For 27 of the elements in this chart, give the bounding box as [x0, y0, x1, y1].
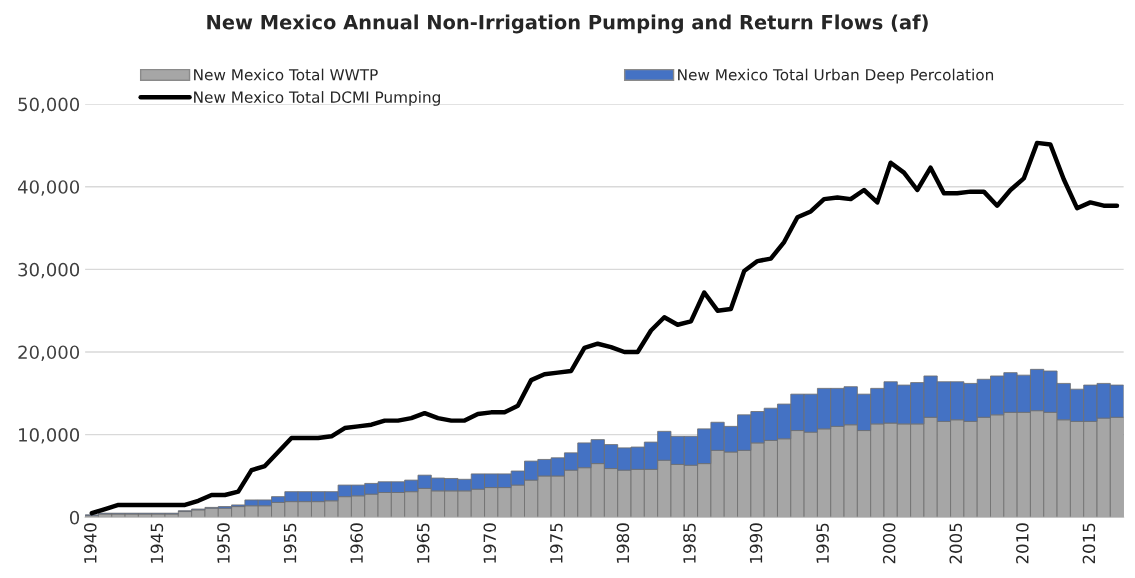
- x-tick-label: 2005: [949, 523, 963, 564]
- x-tick-label: 2015: [1082, 523, 1096, 564]
- y-tick-label: 50,000: [18, 97, 80, 113]
- y-tick-label: 10,000: [19, 428, 80, 444]
- y-tick-label: 0: [69, 510, 80, 525]
- x-tick-label: 1995: [816, 523, 829, 563]
- x-tick-label: 1945: [150, 523, 164, 563]
- x-tick-label: 1960: [350, 523, 363, 563]
- x-tick-label: 1975: [550, 523, 563, 563]
- y-tick-label: 20,000: [18, 345, 80, 361]
- chart-title: New Mexico Annual Non-Irrigation Pumping and Return Flows (af): [207, 14, 928, 34]
- y-tick-label: 30,000: [18, 262, 80, 279]
- legend-label: New Mexico Total Urban Deep Percolation: [678, 68, 994, 84]
- x-tick-label: 1985: [683, 523, 696, 563]
- legend-label: New Mexico Total WWTP: [194, 68, 378, 81]
- x-tick-label: 1990: [749, 523, 763, 563]
- legend-label: New Mexico Total DCMI Pumping: [194, 91, 440, 106]
- y-tick-label: 40,000: [17, 180, 80, 196]
- x-tick-label: 1950: [217, 523, 230, 563]
- line-series: [89, 140, 1120, 516]
- x-tick-label: 1955: [283, 523, 297, 563]
- x-tick-label: 1940: [84, 523, 97, 563]
- x-tick-label: 2000: [882, 523, 896, 564]
- x-tick-label: 1965: [416, 523, 430, 563]
- x-tick-label: 1970: [483, 523, 497, 563]
- x-tick-label: 1980: [616, 523, 630, 563]
- x-tick-label: 2010: [1016, 523, 1029, 564]
